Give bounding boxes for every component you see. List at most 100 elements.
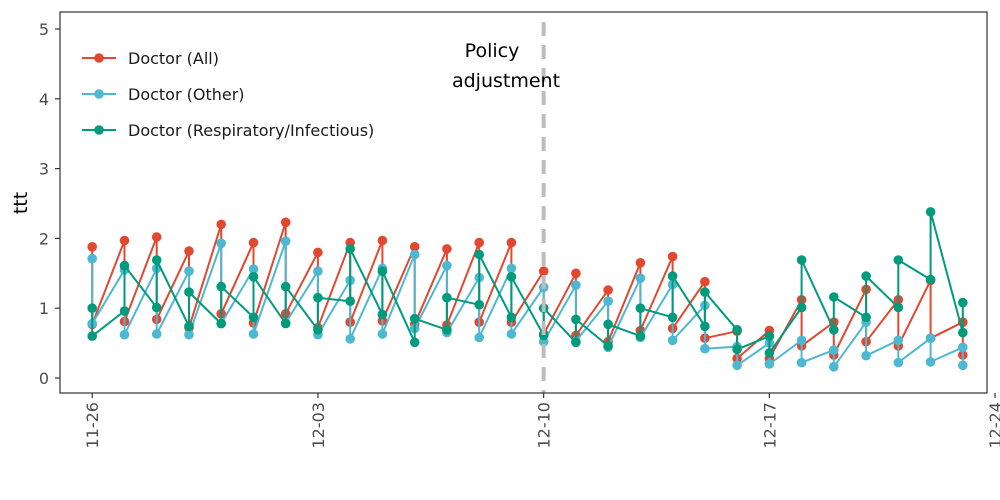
legend-item-3: Doctor (Respiratory/Infectious)	[82, 121, 374, 140]
data-point	[764, 359, 775, 369]
data-point	[280, 236, 291, 246]
x-tick-label: 12-24	[986, 402, 1000, 449]
data-point	[861, 350, 871, 361]
data-point	[248, 237, 259, 248]
data-point	[313, 292, 323, 303]
data-point	[764, 348, 775, 358]
data-point	[280, 281, 291, 292]
data-point	[345, 334, 356, 344]
series-2	[87, 236, 968, 372]
data-point	[87, 253, 97, 264]
data-point	[732, 325, 742, 335]
data-point	[829, 362, 839, 372]
data-point	[409, 249, 420, 260]
data-point	[667, 312, 678, 323]
data-point	[958, 327, 968, 338]
legend-label: Doctor (All)	[128, 49, 219, 68]
series-line-1	[91, 221, 964, 360]
data-point	[216, 238, 226, 249]
data-point	[571, 314, 581, 325]
data-point	[87, 242, 97, 252]
data-point	[409, 337, 420, 348]
data-point	[506, 312, 517, 323]
y-tick-label: 5	[39, 20, 49, 39]
data-point	[280, 318, 291, 329]
data-point	[442, 325, 452, 335]
x-tick-label: 12-10	[535, 402, 554, 449]
y-axis: 0 1 2 3 4 5	[39, 20, 60, 388]
data-point	[184, 266, 194, 277]
data-point	[925, 357, 936, 367]
data-point	[603, 319, 613, 330]
x-axis: 11-26 12-03 12-10 12-17 12-24	[83, 393, 1000, 449]
data-point	[635, 273, 646, 284]
series-layer	[87, 207, 968, 372]
data-point	[538, 266, 549, 277]
data-point	[506, 263, 517, 274]
legend-key-point	[94, 89, 104, 99]
data-point	[248, 312, 259, 323]
data-point	[313, 325, 323, 335]
annotation-text-line1: Policy	[465, 40, 520, 62]
data-point	[184, 329, 194, 340]
data-point	[958, 360, 968, 371]
data-point	[313, 247, 323, 258]
data-point	[248, 329, 259, 339]
data-point	[409, 242, 420, 252]
data-point	[958, 297, 968, 308]
data-point	[925, 274, 936, 285]
data-point	[732, 360, 742, 371]
data-point	[184, 246, 194, 256]
data-point	[635, 303, 646, 314]
data-point	[313, 266, 323, 277]
y-tick-label: 4	[39, 90, 49, 109]
data-point	[796, 302, 807, 313]
data-point	[474, 332, 485, 343]
legend-item-1: Doctor (All)	[82, 49, 219, 68]
y-tick-label: 1	[39, 299, 49, 318]
series-line-2	[91, 240, 964, 368]
data-point	[248, 272, 259, 282]
data-point	[119, 235, 130, 246]
data-point	[119, 329, 130, 340]
legend-label: Doctor (Other)	[128, 85, 245, 104]
data-point	[861, 312, 871, 323]
data-point	[700, 343, 710, 354]
x-tick-label: 12-03	[309, 402, 328, 449]
data-point	[442, 260, 452, 271]
data-point	[442, 244, 452, 254]
data-point	[506, 329, 517, 339]
data-point	[925, 207, 936, 217]
data-point	[893, 302, 904, 313]
panel-border	[59, 11, 988, 394]
annotation-text-line2: adjustment	[452, 70, 560, 92]
data-point	[506, 237, 517, 248]
data-point	[377, 235, 388, 246]
data-point	[280, 217, 291, 228]
data-point	[603, 285, 613, 295]
data-point	[667, 335, 678, 346]
data-point	[474, 299, 485, 310]
data-point	[700, 276, 710, 287]
data-point	[635, 258, 646, 268]
legend-key-point	[94, 53, 104, 63]
data-point	[474, 249, 485, 260]
data-point	[796, 357, 807, 368]
data-point	[700, 321, 710, 332]
data-point	[700, 287, 710, 297]
data-point	[603, 341, 613, 351]
data-point	[571, 337, 581, 348]
y-tick-label: 0	[39, 369, 49, 388]
x-tick-label: 11-26	[83, 402, 102, 449]
data-point	[861, 271, 871, 281]
data-point	[571, 280, 581, 291]
data-point	[216, 318, 226, 329]
data-point	[345, 244, 356, 254]
data-point	[345, 296, 356, 307]
data-point	[184, 287, 194, 297]
legend-key-point	[94, 125, 104, 135]
data-point	[151, 232, 162, 242]
legend-label: Doctor (Respiratory/Infectious)	[128, 121, 374, 140]
